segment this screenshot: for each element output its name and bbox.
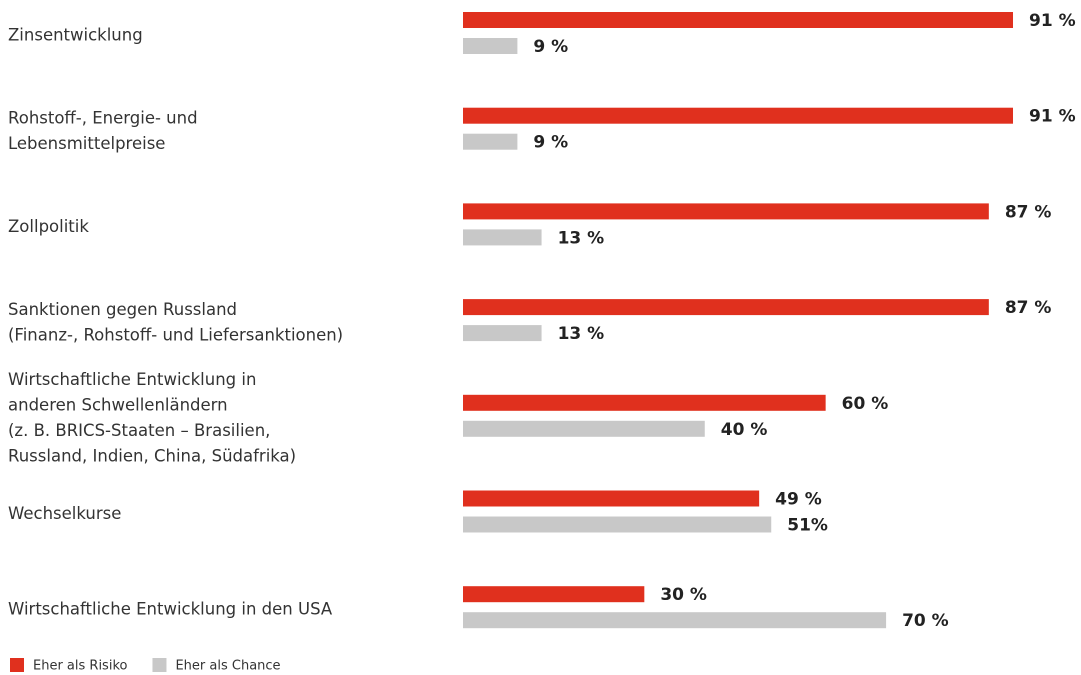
bar bbox=[463, 299, 989, 316]
bar bbox=[463, 12, 1014, 28]
category-label: Rohstoff-, Energie- und bbox=[8, 108, 198, 127]
bar bbox=[463, 229, 542, 246]
legend-swatch bbox=[152, 658, 167, 672]
category-label: Lebensmittelpreise bbox=[8, 134, 165, 153]
legend-label: Eher als Chance bbox=[175, 659, 280, 674]
value-label: 49 % bbox=[775, 490, 822, 510]
category-label: Wirtschaftliche Entwicklung in den USA bbox=[8, 600, 333, 619]
value-label: 40 % bbox=[721, 420, 768, 440]
category-label: Wechselkurse bbox=[8, 504, 121, 523]
value-label: 87 % bbox=[1005, 298, 1052, 318]
value-label: 70 % bbox=[902, 611, 949, 631]
value-label: 51% bbox=[787, 516, 828, 536]
bar bbox=[463, 516, 772, 533]
value-label: 60 % bbox=[842, 394, 889, 414]
legend-label: Eher als Risiko bbox=[33, 659, 128, 674]
value-label: 30 % bbox=[660, 585, 707, 605]
value-label: 13 % bbox=[558, 324, 605, 344]
bar bbox=[463, 420, 705, 437]
category-label: Sanktionen gegen Russland bbox=[8, 300, 237, 319]
bar bbox=[463, 107, 1014, 124]
value-label: 91 % bbox=[1029, 11, 1076, 31]
category-label: Zinsentwicklung bbox=[8, 26, 143, 45]
category-label: Russland, Indien, China, Südafrika) bbox=[8, 447, 296, 466]
value-label: 9 % bbox=[533, 133, 568, 153]
bar bbox=[463, 394, 826, 411]
category-label: (Finanz-, Rohstoff- und Liefersanktionen… bbox=[8, 325, 343, 344]
bar bbox=[463, 325, 542, 342]
value-label: 91 % bbox=[1029, 107, 1076, 127]
value-label: 87 % bbox=[1005, 202, 1052, 222]
value-label: 13 % bbox=[558, 228, 605, 248]
category-label: Wirtschaftliche Entwicklung in bbox=[8, 370, 256, 389]
category-label: anderen Schwellenländern bbox=[8, 396, 228, 415]
bar bbox=[463, 490, 760, 507]
bar bbox=[463, 586, 645, 603]
bar bbox=[463, 38, 518, 54]
category-label: Zollpolitik bbox=[8, 217, 89, 236]
value-label: 9 % bbox=[533, 37, 568, 57]
bar bbox=[463, 203, 989, 220]
legend-swatch bbox=[10, 658, 24, 672]
category-label: (z. B. BRICS-Staaten – Brasilien, bbox=[8, 421, 270, 440]
bar bbox=[463, 612, 887, 629]
bar bbox=[463, 133, 518, 150]
